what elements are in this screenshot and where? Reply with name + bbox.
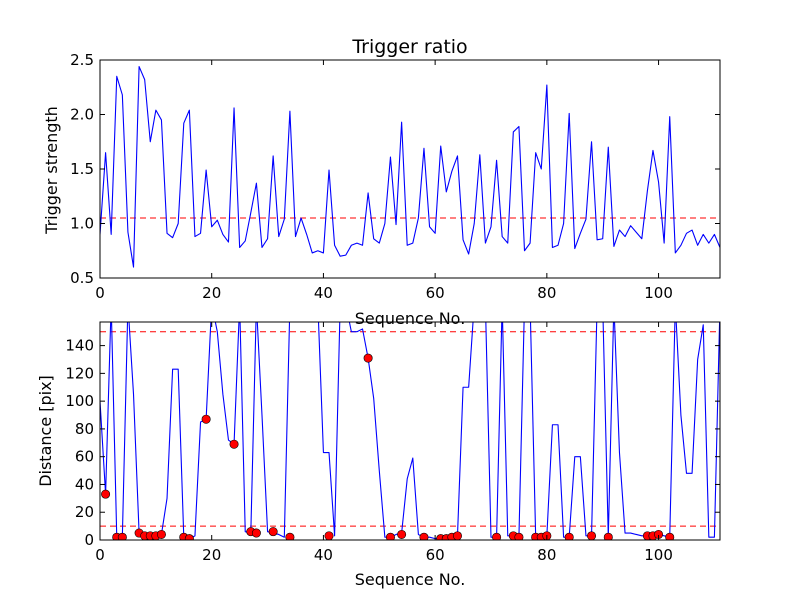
bottom-xtick-label-5: 100 bbox=[644, 546, 673, 564]
bottom-marker-20 bbox=[419, 532, 429, 540]
top-ytick-label-3: 2.0 bbox=[70, 106, 94, 124]
top-ytick-label-2: 1.5 bbox=[70, 160, 94, 178]
bottom-marker-15 bbox=[285, 532, 295, 540]
bottom-series-line-0 bbox=[100, 322, 720, 540]
bottom-x-axis-label: Sequence No. bbox=[355, 570, 466, 589]
bottom-xtick-label-0: 0 bbox=[95, 546, 105, 564]
bottom-marker-13 bbox=[251, 528, 261, 538]
bottom-marker-10 bbox=[201, 414, 211, 424]
bottom-ytick-label-0: 0 bbox=[84, 531, 94, 549]
bottom-marker-27 bbox=[514, 532, 524, 540]
top-ytick-label-1: 1.0 bbox=[70, 215, 94, 233]
bottom-marker-16 bbox=[324, 531, 334, 540]
top-xtick-label-5: 100 bbox=[644, 284, 673, 302]
top-xtick-label-0: 0 bbox=[95, 284, 105, 302]
bottom-marker-2 bbox=[117, 532, 127, 540]
bottom-xtick-label-1: 20 bbox=[202, 546, 221, 564]
bottom-marker-24 bbox=[452, 531, 462, 540]
bottom-ytick-label-6: 120 bbox=[65, 364, 94, 382]
bottom-marker-32 bbox=[587, 531, 597, 540]
top-y-axis-label: Trigger strength bbox=[42, 106, 61, 235]
bottom-marker-14 bbox=[268, 527, 278, 537]
bottom-marker-19 bbox=[397, 529, 407, 539]
bottom-marker-31 bbox=[564, 532, 574, 540]
top-xtick-label-4: 80 bbox=[537, 284, 556, 302]
top-chart-title: Trigger ratio bbox=[351, 36, 467, 58]
bottom-ytick-label-2: 40 bbox=[75, 475, 94, 493]
bottom-ytick-label-1: 20 bbox=[75, 503, 94, 521]
top-series-line-0 bbox=[100, 65, 720, 268]
top-x-axis-label: Sequence No. bbox=[355, 309, 466, 328]
bottom-marker-7 bbox=[156, 529, 166, 539]
bottom-plot-area bbox=[100, 322, 720, 540]
bottom-ytick-label-5: 100 bbox=[65, 392, 94, 410]
top-xtick-label-1: 20 bbox=[202, 284, 221, 302]
bottom-marker-17 bbox=[363, 353, 373, 363]
top-ytick-label-4: 2.5 bbox=[70, 51, 94, 69]
bottom-ytick-label-3: 60 bbox=[75, 448, 94, 466]
top-ytick-label-0: 0.5 bbox=[70, 269, 94, 287]
bottom-subplot: Sequence No. Distance [pix] 0 20 40 60 80 100… bbox=[36, 321, 721, 589]
bottom-marker-0 bbox=[101, 489, 111, 499]
bottom-marker-11 bbox=[229, 439, 239, 449]
bottom-y-axis-label: Distance [pix] bbox=[36, 375, 55, 487]
bottom-ytick-label-7: 140 bbox=[65, 337, 94, 355]
bottom-marker-18 bbox=[385, 532, 395, 540]
bottom-plot-frame bbox=[99, 321, 721, 541]
top-subplot: Trigger ratio Sequence No. Trigger stren… bbox=[42, 36, 721, 328]
top-plot-area bbox=[100, 65, 720, 268]
bottom-ytick-label-4: 80 bbox=[75, 420, 94, 438]
bottom-marker-37 bbox=[665, 532, 675, 540]
top-plot-frame bbox=[99, 59, 721, 279]
bottom-marker-25 bbox=[492, 532, 502, 540]
top-xtick-label-2: 40 bbox=[314, 284, 333, 302]
top-xtick-label-3: 60 bbox=[426, 284, 445, 302]
bottom-marker-9 bbox=[184, 534, 194, 540]
bottom-xtick-label-2: 40 bbox=[314, 546, 333, 564]
bottom-marker-33 bbox=[603, 532, 613, 540]
bottom-xtick-label-4: 80 bbox=[537, 546, 556, 564]
bottom-xtick-label-3: 60 bbox=[426, 546, 445, 564]
